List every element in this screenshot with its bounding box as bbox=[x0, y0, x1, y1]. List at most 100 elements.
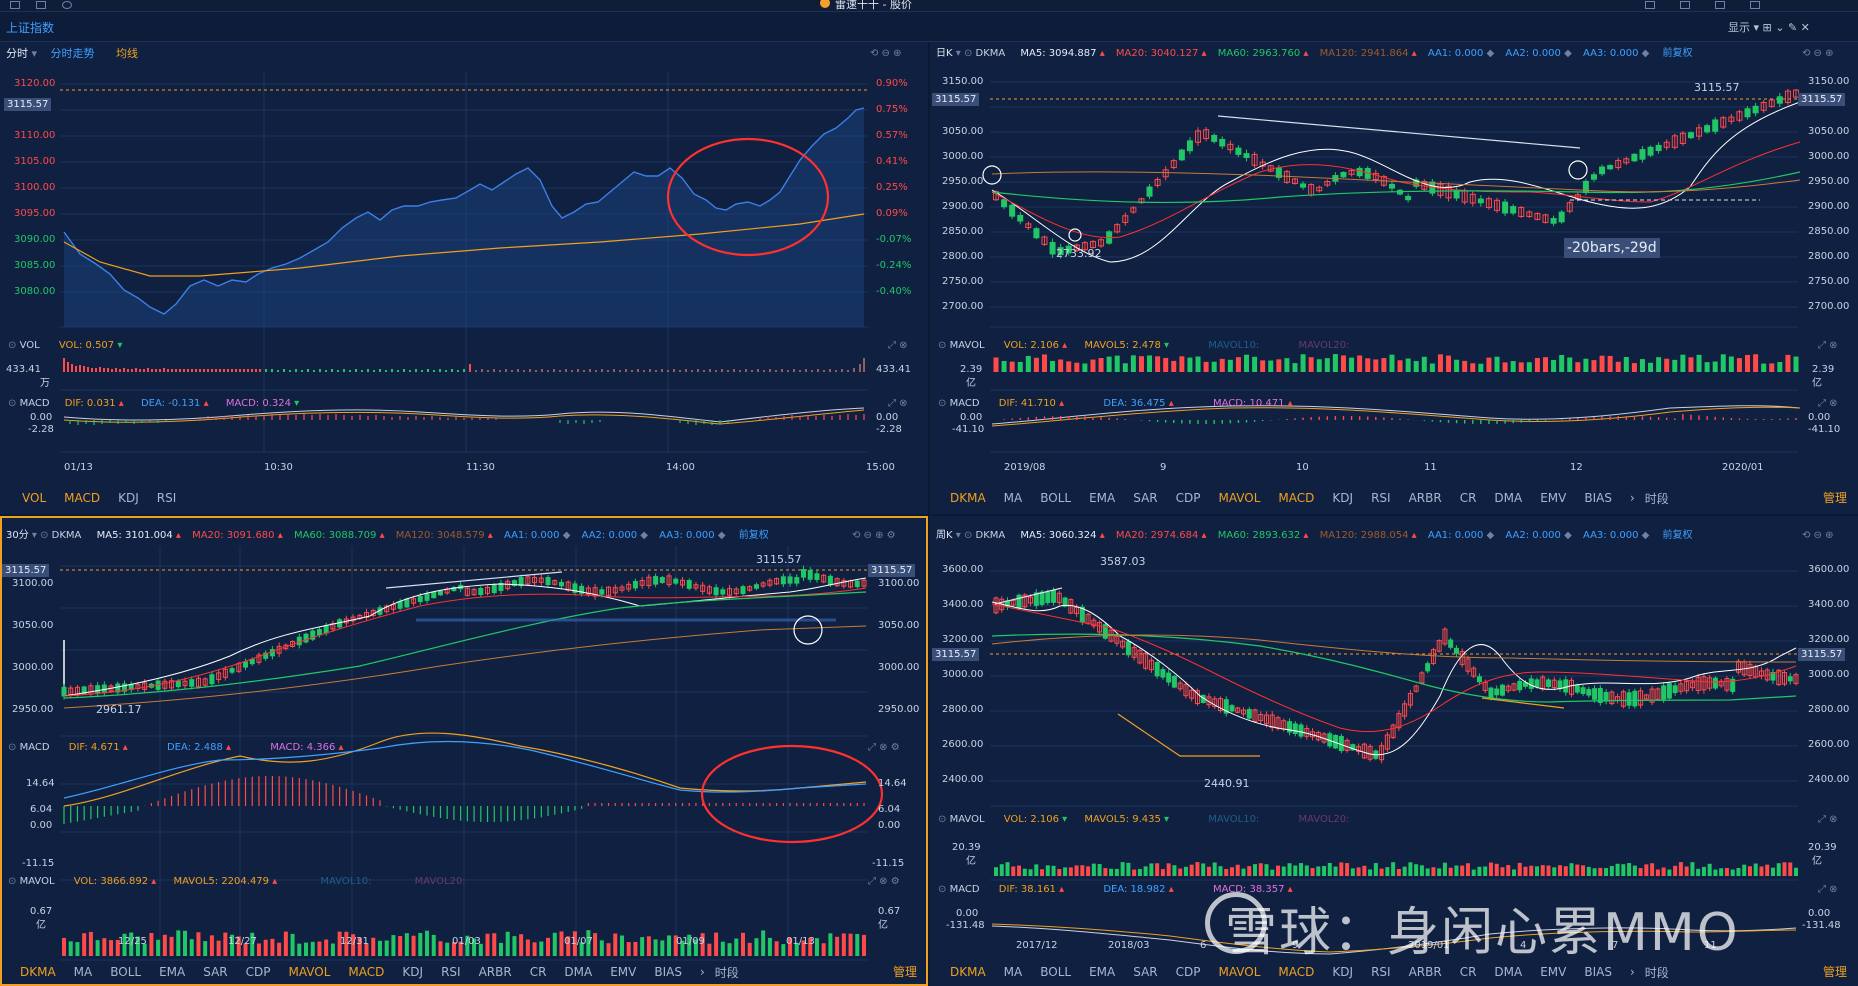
panel-30min[interactable]: 30分 ▾ ⊙ DKMA MA5: 3101.004 ▴ MA20: 3091.… bbox=[0, 516, 928, 986]
tab-kdj[interactable]: KDJ bbox=[1332, 965, 1354, 979]
tab-cdp[interactable]: CDP bbox=[1175, 491, 1201, 505]
chevron-right-icon[interactable]: › bbox=[699, 965, 705, 979]
restore-icon[interactable] bbox=[1645, 1, 1655, 9]
macd-controls[interactable]: ⤢ ⊗ bbox=[888, 398, 908, 409]
panel-daily[interactable]: 日K ▾ ⊙ DKMA MA5: 3094.887 ▴ MA20: 3040.1… bbox=[930, 42, 1858, 514]
panel-controls[interactable]: ⟲ ⊖ ⊕ bbox=[1802, 48, 1834, 59]
tab-rsi[interactable]: RSI bbox=[156, 491, 177, 505]
vol-controls[interactable]: ⤢ ⊗ bbox=[888, 340, 908, 351]
tab-period[interactable]: 时段 bbox=[714, 965, 739, 980]
tab-boll[interactable]: BOLL bbox=[1040, 491, 1072, 505]
panel-controls[interactable]: ⟲ ⊖ ⊕ bbox=[1802, 530, 1834, 541]
vol-name[interactable]: VOL bbox=[19, 340, 40, 351]
tab-kdj[interactable]: KDJ bbox=[402, 965, 424, 979]
minimize-icon[interactable] bbox=[1680, 1, 1690, 9]
tab-cr[interactable]: CR bbox=[1459, 491, 1477, 505]
chevron-right-icon[interactable]: › bbox=[1629, 965, 1635, 979]
tab-cdp[interactable]: CDP bbox=[245, 965, 271, 979]
tab-ema[interactable]: EMA bbox=[1089, 965, 1116, 979]
adjust-selector[interactable]: 前复权 bbox=[738, 530, 769, 541]
tab-macd[interactable]: MACD bbox=[1278, 965, 1315, 979]
avg-line-tab[interactable]: 均线 bbox=[116, 47, 139, 60]
tab-ma[interactable]: MA bbox=[73, 965, 93, 979]
manage-button[interactable]: 管理 bbox=[893, 965, 918, 979]
period-selector[interactable]: 分时 bbox=[6, 47, 28, 60]
tab-arbr[interactable]: ARBR bbox=[1408, 965, 1442, 979]
display-menu[interactable]: 显示 ▾ ⊞ ⌄ ✎ ✕ bbox=[1728, 21, 1810, 34]
tab-cr[interactable]: CR bbox=[529, 965, 547, 979]
tab-rsi[interactable]: RSI bbox=[441, 965, 461, 979]
tab-cdp[interactable]: CDP bbox=[1175, 965, 1201, 979]
tab-bias[interactable]: BIAS bbox=[1584, 491, 1612, 505]
tab-period[interactable]: 时段 bbox=[1644, 491, 1669, 506]
tab-ema[interactable]: EMA bbox=[1089, 491, 1116, 505]
period-selector[interactable]: 30分 bbox=[6, 530, 29, 541]
tab-macd[interactable]: MACD bbox=[348, 965, 385, 979]
period-selector[interactable]: 日K bbox=[936, 48, 953, 59]
tab-arbr[interactable]: ARBR bbox=[1408, 491, 1442, 505]
tab-boll[interactable]: BOLL bbox=[110, 965, 142, 979]
tab-ma[interactable]: MA bbox=[1003, 965, 1023, 979]
tab-arbr[interactable]: ARBR bbox=[478, 965, 512, 979]
tab-sar[interactable]: SAR bbox=[203, 965, 228, 979]
tab-rsi[interactable]: RSI bbox=[1371, 965, 1391, 979]
panel-intraday[interactable]: 分时 ▾ 分时走势 均线 ⟲ ⊖ ⊕ 3120.00 3115.57 3110.… bbox=[0, 42, 928, 514]
settings-icon[interactable] bbox=[36, 1, 46, 9]
chevron-right-icon[interactable]: › bbox=[1629, 491, 1635, 505]
maximize-icon[interactable] bbox=[1715, 1, 1725, 9]
mavol-name[interactable]: MAVOL bbox=[949, 814, 985, 825]
tab-dma[interactable]: DMA bbox=[564, 965, 593, 979]
tab-vol[interactable]: VOL bbox=[22, 491, 47, 505]
tab-macd[interactable]: MACD bbox=[64, 491, 101, 505]
tab-macd[interactable]: MACD bbox=[1278, 491, 1315, 505]
adjust-selector[interactable]: 前复权 bbox=[1662, 48, 1693, 59]
tab-emv[interactable]: EMV bbox=[1540, 491, 1567, 505]
menu-icon[interactable] bbox=[10, 1, 20, 9]
search-icon[interactable] bbox=[62, 1, 72, 9]
tab-boll[interactable]: BOLL bbox=[1040, 965, 1072, 979]
index-name[interactable]: 上证指数 bbox=[6, 21, 55, 35]
tab-sar[interactable]: SAR bbox=[1133, 491, 1158, 505]
ma-name[interactable]: DKMA bbox=[975, 530, 1006, 541]
vol-controls[interactable]: ⤢ ⊗ bbox=[1818, 340, 1838, 351]
tab-ema[interactable]: EMA bbox=[159, 965, 186, 979]
mavol-name[interactable]: MAVOL bbox=[949, 340, 985, 351]
macd-name[interactable]: MACD bbox=[949, 884, 980, 895]
tab-dma[interactable]: DMA bbox=[1494, 965, 1523, 979]
manage-button[interactable]: 管理 bbox=[1823, 965, 1848, 979]
macd-name[interactable]: MACD bbox=[949, 398, 980, 409]
tab-dkma[interactable]: DKMA bbox=[950, 965, 986, 979]
tab-ma[interactable]: MA bbox=[1003, 491, 1023, 505]
tab-emv[interactable]: EMV bbox=[610, 965, 637, 979]
tab-kdj[interactable]: KDJ bbox=[1332, 491, 1354, 505]
macd-controls[interactable]: ⤢ ⊗ bbox=[1818, 884, 1838, 895]
vol-controls[interactable]: ⤢ ⊗ bbox=[1818, 814, 1838, 825]
tab-bias[interactable]: BIAS bbox=[1584, 965, 1612, 979]
tab-period[interactable]: 时段 bbox=[1644, 965, 1669, 980]
trend-tab[interactable]: 分时走势 bbox=[50, 47, 95, 60]
tab-dkma[interactable]: DKMA bbox=[950, 491, 986, 505]
manage-button[interactable]: 管理 bbox=[1823, 491, 1848, 505]
macd-name[interactable]: MACD bbox=[19, 398, 50, 409]
vol-controls[interactable]: ⤢ ⊗ ⚙ bbox=[868, 876, 900, 887]
tab-mavol[interactable]: MAVOL bbox=[1218, 491, 1261, 505]
close-icon[interactable] bbox=[1750, 1, 1760, 9]
ma-name[interactable]: DKMA bbox=[975, 48, 1006, 59]
tab-mavol[interactable]: MAVOL bbox=[1218, 965, 1261, 979]
tab-mavol[interactable]: MAVOL bbox=[288, 965, 331, 979]
tab-rsi[interactable]: RSI bbox=[1371, 491, 1391, 505]
tab-emv[interactable]: EMV bbox=[1540, 965, 1567, 979]
tab-bias[interactable]: BIAS bbox=[654, 965, 682, 979]
tab-kdj[interactable]: KDJ bbox=[118, 491, 139, 505]
ma-name[interactable]: DKMA bbox=[51, 530, 82, 541]
panel-controls[interactable]: ⟲ ⊖ ⊕ ⚙ bbox=[852, 530, 896, 541]
macd-controls[interactable]: ⤢ ⊗ bbox=[1818, 398, 1838, 409]
mavol-name[interactable]: MAVOL bbox=[19, 876, 55, 887]
panel-controls[interactable]: ⟲ ⊖ ⊕ bbox=[870, 48, 902, 59]
period-selector[interactable]: 周K bbox=[936, 530, 953, 541]
macd-name[interactable]: MACD bbox=[19, 742, 50, 753]
tab-dma[interactable]: DMA bbox=[1494, 491, 1523, 505]
tab-sar[interactable]: SAR bbox=[1133, 965, 1158, 979]
tab-cr[interactable]: CR bbox=[1459, 965, 1477, 979]
macd-controls[interactable]: ⤢ ⊗ ⚙ bbox=[868, 742, 900, 753]
